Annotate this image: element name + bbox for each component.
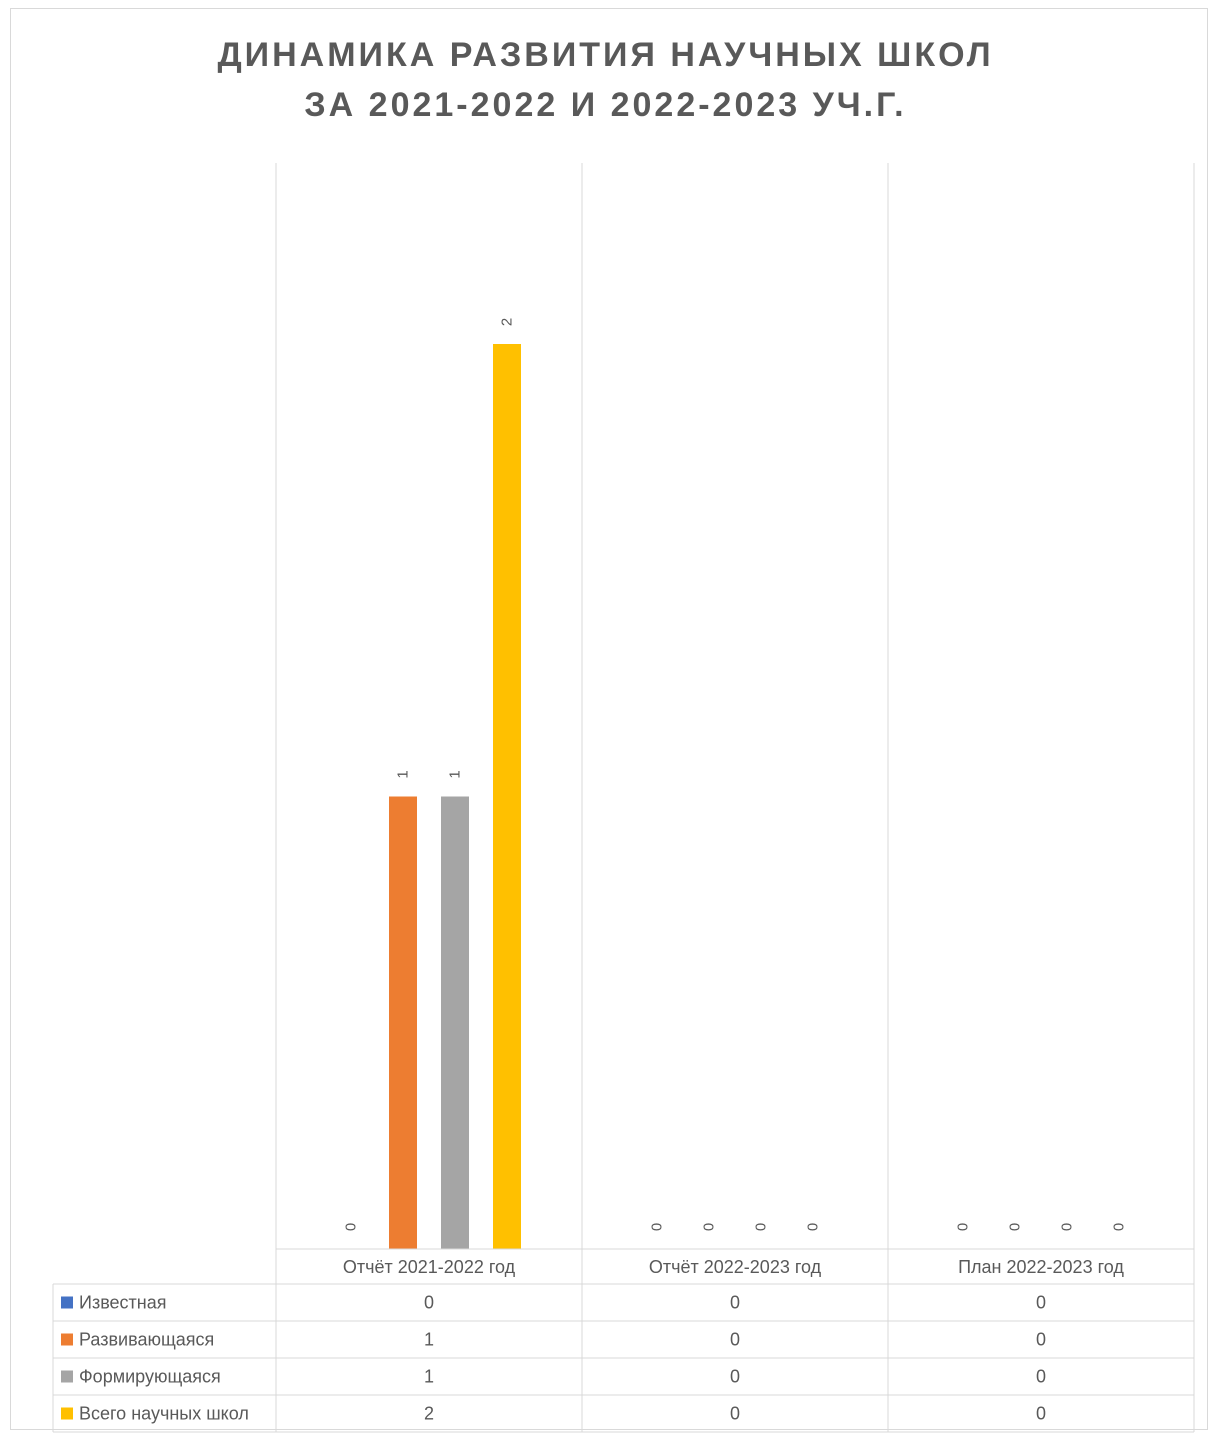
legend-key-4	[61, 1407, 73, 1420]
legend-key-3	[61, 1370, 73, 1383]
data-label-3-1: 0	[955, 1223, 972, 1231]
bar-1-4	[493, 344, 521, 1249]
legend-key-1	[61, 1296, 73, 1309]
table-cell-2-1: 1	[424, 1330, 434, 1350]
table-cell-1-2: 0	[730, 1293, 740, 1313]
series-name-3: Формирующаяся	[79, 1367, 221, 1387]
series-name-1: Известная	[79, 1293, 167, 1313]
data-label-3-3: 0	[1059, 1223, 1076, 1231]
data-label-1-3: 1	[447, 770, 464, 778]
data-label-2-3: 0	[753, 1223, 770, 1231]
table-cell-3-1: 1	[424, 1367, 434, 1387]
data-label-3-2: 0	[1007, 1223, 1024, 1231]
legend-key-2	[61, 1333, 73, 1346]
category-label-1: Отчёт 2021-2022 год	[343, 1257, 516, 1277]
table-cell-1-3: 0	[1036, 1293, 1046, 1313]
table-cell-1-1: 0	[424, 1293, 434, 1313]
table-cell-4-3: 0	[1036, 1404, 1046, 1424]
bar-1-3	[441, 796, 469, 1249]
chart-title: ДИНАМИКА РАЗВИТИЯ НАУЧНЫХ ШКОЛ ЗА 2021-2…	[0, 30, 1211, 130]
data-label-1-4: 2	[499, 318, 516, 326]
data-label-1-1: 0	[343, 1223, 360, 1231]
category-label-2: Отчёт 2022-2023 год	[649, 1257, 822, 1277]
table-cell-2-3: 0	[1036, 1330, 1046, 1350]
title-line-1: ДИНАМИКА РАЗВИТИЯ НАУЧНЫХ ШКОЛ	[217, 36, 994, 74]
table-cell-3-3: 0	[1036, 1367, 1046, 1387]
data-label-1-2: 1	[395, 770, 412, 778]
chart-frame	[10, 8, 1208, 1430]
table-cell-4-1: 2	[424, 1404, 434, 1424]
data-label-2-4: 0	[805, 1223, 822, 1231]
bar-1-2	[389, 796, 417, 1249]
table-cell-4-2: 0	[730, 1404, 740, 1424]
table-cell-2-2: 0	[730, 1330, 740, 1350]
category-label-3: План 2022-2023 год	[958, 1257, 1124, 1277]
title-line-2: ЗА 2021-2022 И 2022-2023 УЧ.Г.	[304, 86, 907, 124]
data-label-3-4: 0	[1111, 1223, 1128, 1231]
data-label-2-1: 0	[649, 1223, 666, 1231]
data-label-2-2: 0	[701, 1223, 718, 1231]
table-cell-3-2: 0	[730, 1367, 740, 1387]
series-name-2: Развивающаяся	[79, 1330, 214, 1350]
series-name-4: Всего научных школ	[79, 1404, 249, 1424]
